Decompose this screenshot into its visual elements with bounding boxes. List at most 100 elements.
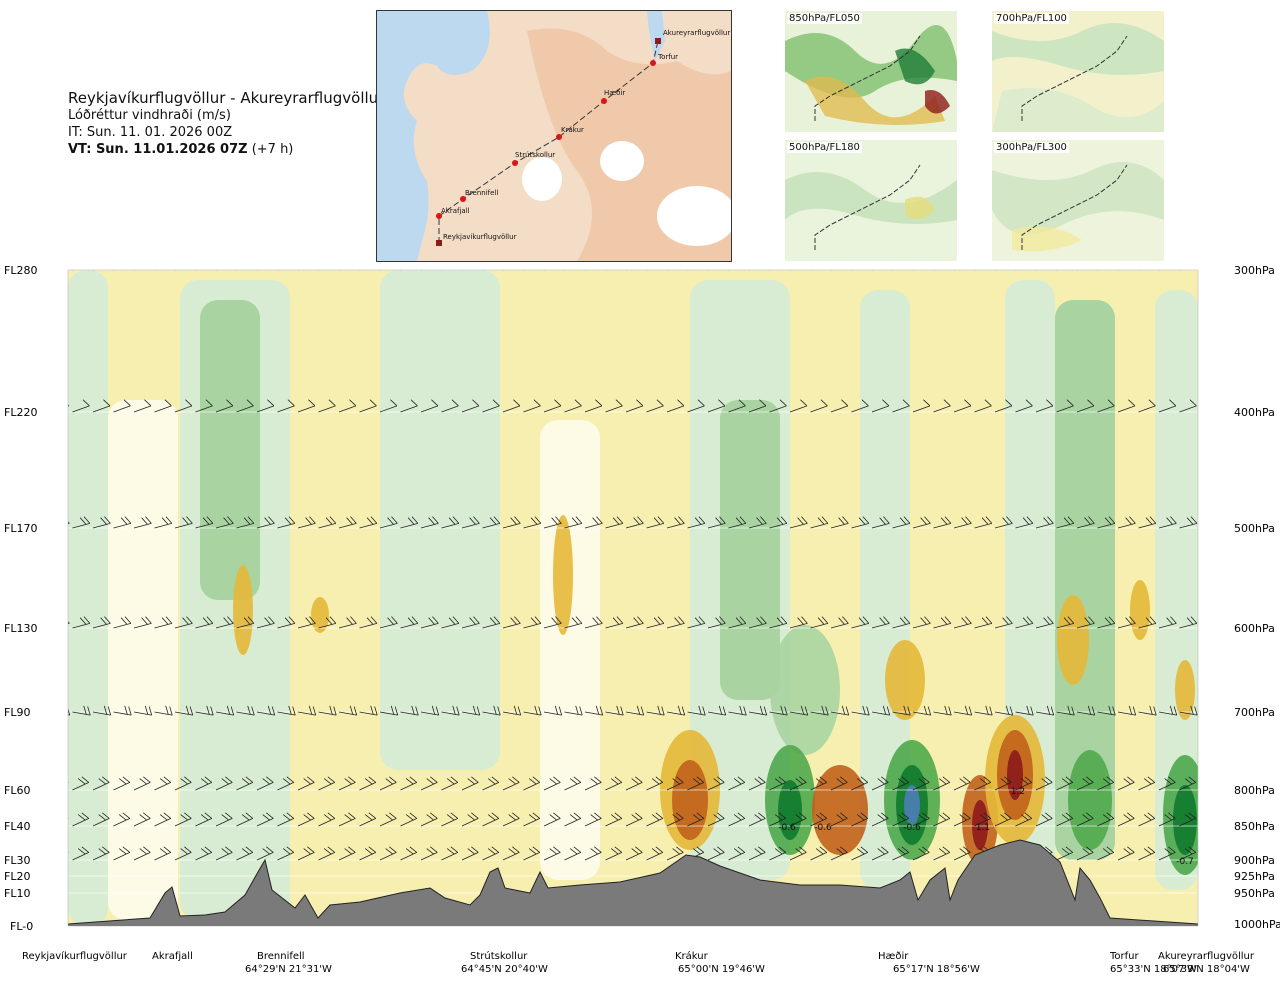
wind-barb bbox=[379, 616, 398, 629]
pressure-level-label: 1000hPa bbox=[1234, 918, 1280, 931]
wind-barb bbox=[1076, 270, 1095, 271]
waypoint-coord: 65°33'N 18°07'W bbox=[1110, 964, 1197, 975]
wind-barb bbox=[215, 399, 234, 413]
wind-barb bbox=[871, 705, 891, 716]
wind-barb bbox=[707, 705, 727, 716]
wind-barb bbox=[1138, 776, 1156, 791]
valid-time-offset: (+7 h) bbox=[251, 142, 294, 157]
wind-barb bbox=[666, 846, 684, 861]
wind-barb bbox=[113, 846, 131, 861]
wind-barb bbox=[748, 705, 768, 716]
wind-barb bbox=[564, 399, 582, 413]
wind-barb bbox=[933, 776, 951, 791]
wind-barb bbox=[174, 516, 193, 529]
wind-barb bbox=[482, 812, 500, 827]
wind-barb bbox=[564, 616, 583, 629]
field-blob bbox=[1007, 750, 1023, 800]
wind-barb bbox=[912, 516, 931, 529]
map-waypoint-label: Brennifell bbox=[465, 189, 498, 197]
wind-barb bbox=[646, 616, 665, 629]
wind-barb bbox=[851, 846, 869, 861]
wind-barb bbox=[1056, 705, 1075, 716]
wind-barb bbox=[1158, 705, 1178, 716]
wind-barb bbox=[523, 776, 541, 791]
wind-barb bbox=[933, 616, 952, 629]
wind-barb bbox=[420, 846, 438, 861]
route-map: Akureyrarflugvöllur Torfur Hæðir Krákur Strú… bbox=[377, 11, 731, 261]
wind-barb bbox=[1138, 399, 1156, 413]
wind-barb bbox=[543, 516, 562, 529]
wind-barb bbox=[441, 846, 459, 861]
wind-barb bbox=[564, 776, 582, 791]
field-band bbox=[300, 270, 380, 926]
wind-barb bbox=[523, 846, 541, 861]
wind-barb bbox=[113, 812, 131, 827]
wind-barb bbox=[830, 812, 848, 827]
vertical-velocity-field bbox=[68, 270, 1198, 926]
wind-barb bbox=[789, 516, 808, 529]
wind-barb bbox=[974, 812, 992, 827]
wind-barb bbox=[133, 616, 152, 629]
wind-barb bbox=[359, 516, 378, 529]
valid-time: VT: Sun. 11.01.2026 07Z (+7 h) bbox=[68, 141, 384, 158]
map-glacier-1 bbox=[600, 141, 644, 181]
wind-barb bbox=[502, 846, 520, 861]
wind-barb bbox=[810, 776, 828, 791]
wind-barb bbox=[113, 516, 132, 529]
wind-barb bbox=[974, 616, 993, 629]
wind-barb bbox=[871, 846, 889, 861]
flight-level-label: FL220 bbox=[4, 406, 37, 419]
field-band bbox=[68, 270, 108, 926]
wind-barb bbox=[441, 399, 459, 413]
level-map-label: 300hPa/FL300 bbox=[994, 142, 1069, 153]
wind-barb bbox=[92, 812, 110, 827]
wind-barb bbox=[1056, 399, 1074, 413]
wind-barb bbox=[400, 776, 418, 791]
wind-barb bbox=[236, 270, 254, 271]
wind-barb bbox=[933, 812, 951, 827]
flight-level-label: FL40 bbox=[4, 820, 30, 833]
map-waypoint-label: Torfur bbox=[657, 53, 678, 61]
map-waypoint-marker bbox=[512, 160, 518, 166]
wind-barb bbox=[461, 846, 479, 861]
wind-barb bbox=[646, 812, 664, 827]
wind-barb bbox=[154, 776, 172, 791]
wind-barb bbox=[441, 516, 460, 529]
waypoint-coord: 64°29'N 21°31'W bbox=[245, 964, 332, 975]
wind-barb bbox=[666, 616, 685, 629]
level-map-500: 500hPa/FL180 bbox=[785, 140, 957, 261]
map-waypoint-label: Akrafjall bbox=[441, 207, 470, 215]
wind-barb bbox=[297, 846, 315, 861]
wind-barb bbox=[318, 270, 336, 271]
wind-barb bbox=[318, 705, 337, 716]
wind-barb bbox=[523, 516, 542, 529]
field-band bbox=[200, 300, 260, 600]
wind-barb bbox=[1138, 270, 1156, 271]
wind-barb bbox=[646, 846, 664, 861]
map-waypoint-marker bbox=[601, 98, 607, 104]
wind-barb bbox=[646, 705, 665, 716]
wind-barb bbox=[297, 516, 316, 529]
pressure-level-label: 850hPa bbox=[1234, 820, 1275, 833]
wind-barb bbox=[564, 270, 582, 271]
wind-barb bbox=[1097, 516, 1116, 529]
waypoint-name: Akureyrarflugvöllur bbox=[1158, 951, 1255, 962]
map-sea-west bbox=[377, 11, 490, 261]
wind-barb bbox=[338, 846, 356, 861]
wind-barb bbox=[502, 270, 521, 271]
wind-barb bbox=[974, 776, 992, 791]
wind-barb bbox=[400, 616, 419, 629]
wind-barb bbox=[174, 705, 194, 716]
issue-time: IT: Sun. 11. 01. 2026 00Z bbox=[68, 125, 233, 140]
wind-barb bbox=[830, 776, 848, 791]
field-blob bbox=[553, 515, 573, 635]
wind-barb bbox=[72, 516, 91, 529]
wind-barb bbox=[707, 516, 726, 529]
wind-barb bbox=[1015, 812, 1033, 827]
wind-barb bbox=[400, 399, 418, 413]
wind-barb bbox=[789, 270, 808, 271]
pressure-level-label: 400hPa bbox=[1234, 406, 1275, 419]
wind-barb bbox=[359, 776, 377, 791]
wind-barb bbox=[748, 616, 767, 629]
map-waypoint-marker bbox=[436, 213, 442, 219]
